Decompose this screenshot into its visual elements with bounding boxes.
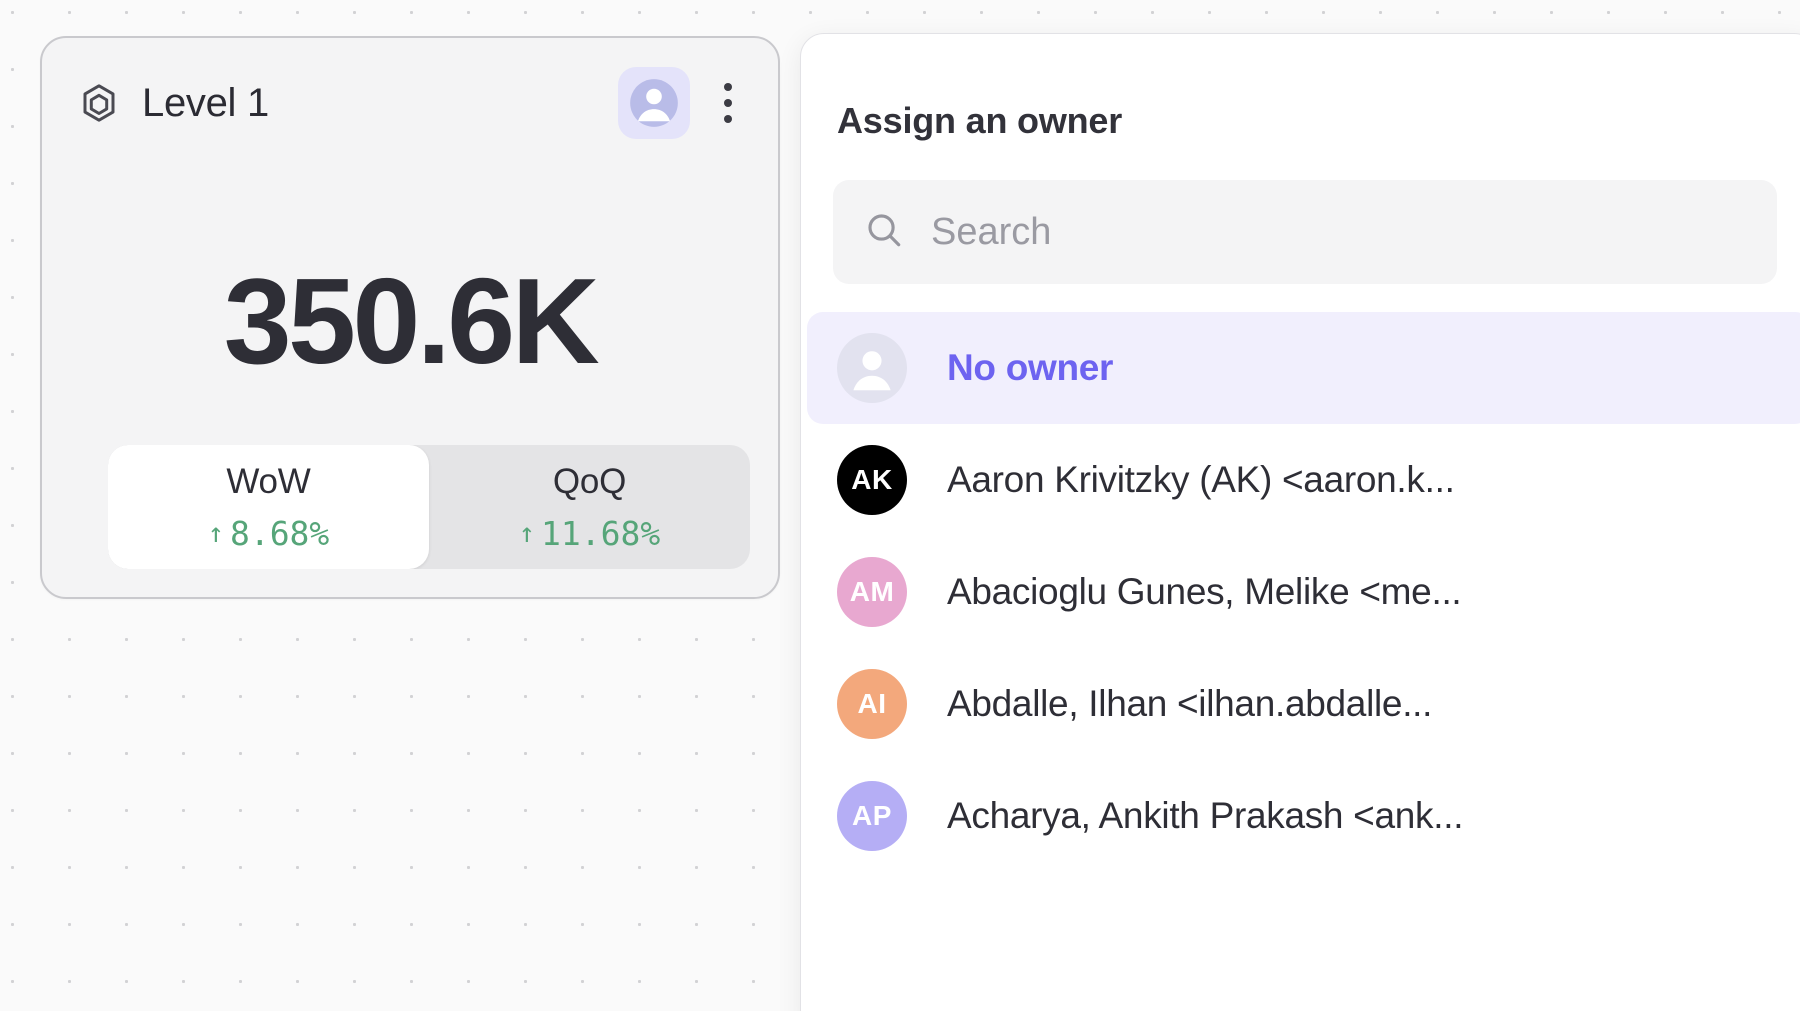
segment-delta-value: 11.68% xyxy=(541,513,661,553)
owner-list-item[interactable]: AM Abacioglu Gunes, Melike <me... xyxy=(807,536,1800,648)
segment-label: QoQ xyxy=(552,461,627,501)
arrow-up-icon: ↑ xyxy=(207,517,224,549)
segment-delta: ↑ 8.68% xyxy=(208,514,330,553)
owner-list-item[interactable]: AP Acharya, Ankith Prakash <ank... xyxy=(807,760,1800,872)
arrow-up-icon: ↑ xyxy=(518,517,536,549)
search-icon xyxy=(863,209,905,256)
panel-title: Assign an owner xyxy=(837,100,1123,141)
metric-card[interactable]: Level 1 350.6K WoW ↑ 8.6 xyxy=(40,36,780,599)
owner-list-item-no-owner[interactable]: No owner xyxy=(807,312,1800,424)
kebab-dot xyxy=(724,99,732,107)
owner-list-item[interactable]: AI Abdalle, Ilhan <ilhan.abdalle... xyxy=(807,648,1800,760)
owner-avatar: AI xyxy=(837,669,907,739)
comparison-segment-qoq[interactable]: QoQ ↑ 11.68% xyxy=(429,445,750,569)
owner-avatar: AM xyxy=(837,557,907,627)
segment-delta-value: 8.68% xyxy=(229,513,330,553)
comparison-segment-wow[interactable]: WoW ↑ 8.68% xyxy=(108,445,429,569)
user-avatar-icon xyxy=(630,79,678,127)
owner-avatar: AK xyxy=(837,445,907,515)
owner-avatar: AP xyxy=(837,781,907,851)
kebab-dot xyxy=(724,115,732,123)
segment-delta: ↑ 11.68% xyxy=(519,514,660,553)
owner-list-item[interactable]: AK Aaron Krivitzky (AK) <aaron.k... xyxy=(807,424,1800,536)
kebab-menu-icon[interactable] xyxy=(704,67,752,139)
assign-owner-panel: Assign an owner No owner xyxy=(800,33,1800,1011)
owner-search-box[interactable] xyxy=(833,180,1777,284)
owner-name: Abacioglu Gunes, Melike <me... xyxy=(947,571,1462,612)
card-header: Level 1 xyxy=(42,38,778,168)
kebab-dot xyxy=(724,83,732,91)
owner-search-input[interactable] xyxy=(931,210,1747,254)
owner-list: No owner AK Aaron Krivitzky (AK) <aaron.… xyxy=(801,312,1800,872)
comparison-segmented-control: WoW ↑ 8.68% QoQ ↑ 11.68% xyxy=(108,445,750,569)
owner-name: Acharya, Ankith Prakash <ank... xyxy=(947,795,1464,836)
owner-name: Aaron Krivitzky (AK) <aaron.k... xyxy=(947,459,1455,500)
owner-avatar-placeholder-icon xyxy=(837,333,907,403)
owner-name: Abdalle, Ilhan <ilhan.abdalle... xyxy=(947,683,1433,724)
assign-owner-avatar-button[interactable] xyxy=(618,67,690,139)
owner-name: No owner xyxy=(947,347,1114,388)
metric-value: 350.6K xyxy=(223,253,600,389)
card-title: Level 1 xyxy=(142,80,269,125)
hexagon-icon xyxy=(78,82,120,124)
segment-label: WoW xyxy=(226,461,311,501)
